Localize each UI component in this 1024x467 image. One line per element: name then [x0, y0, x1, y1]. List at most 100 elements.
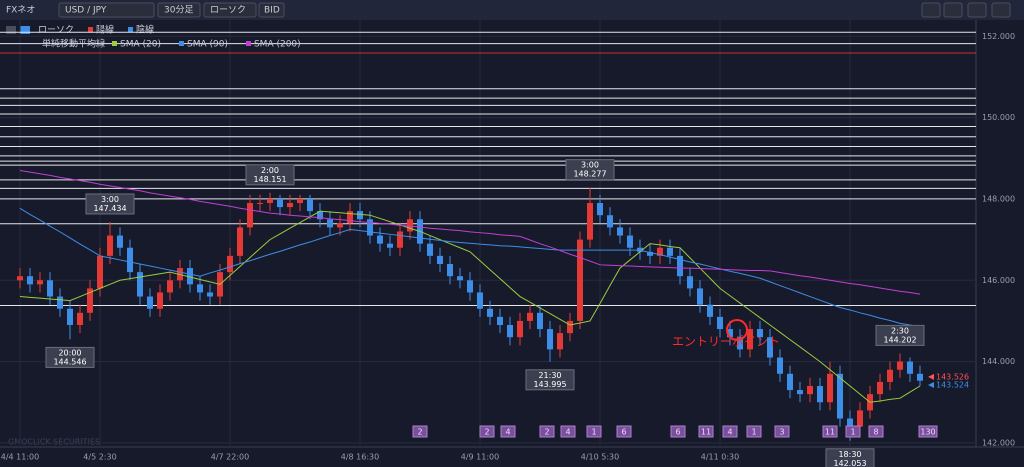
tool-button[interactable]: [967, 2, 987, 18]
candle-body: [627, 235, 633, 248]
candle-body: [167, 280, 173, 293]
interval-label[interactable]: 30分足: [164, 5, 193, 16]
event-marker: [868, 425, 884, 438]
x-tick-label: 4/11 0:30: [701, 453, 739, 462]
candle-body: [827, 373, 833, 403]
candle-body: [707, 304, 713, 317]
event-marker: [670, 425, 686, 438]
candle-body: [857, 410, 863, 427]
side-label[interactable]: BID: [264, 6, 280, 16]
event-count: 11: [701, 428, 711, 437]
x-tick-label: 4/5 2:30: [83, 453, 116, 462]
candle-body: [137, 272, 143, 297]
candle-body: [47, 280, 53, 297]
last-price: 143.526: [936, 372, 969, 381]
y-tick-label: 142.000: [982, 438, 1015, 447]
legend-down: 陰線: [136, 24, 154, 36]
extreme-price: 144.546: [53, 357, 86, 366]
candle-body: [497, 316, 503, 325]
event-count: 8: [873, 428, 878, 437]
event-marker: [746, 425, 762, 438]
candle-body: [207, 292, 213, 297]
candle-body: [517, 320, 523, 338]
candle-body: [607, 215, 613, 228]
candle-body: [127, 247, 133, 273]
x-tick-label: 4/9 11:00: [461, 453, 499, 462]
event-marker: [698, 425, 714, 438]
legend-swatch: [178, 41, 184, 46]
event-count: 6: [621, 428, 626, 437]
candle-body: [577, 239, 583, 321]
candle-body: [467, 280, 473, 293]
pair-select[interactable]: [58, 2, 155, 18]
candle-body: [907, 361, 913, 374]
y-tick-label: 150.000: [982, 113, 1015, 122]
y-tick-label: 146.000: [982, 276, 1015, 285]
candle-body: [377, 235, 383, 244]
extreme-box: [245, 164, 295, 186]
candle-body: [477, 292, 483, 309]
style-select[interactable]: [203, 2, 257, 18]
candle-body: [697, 288, 703, 305]
candle-body: [437, 255, 443, 264]
legend-icon: [6, 26, 16, 34]
sma-line: [19, 210, 921, 403]
extreme-time: 3:00: [581, 161, 599, 170]
candle-body: [67, 308, 73, 325]
candle-body: [767, 337, 773, 358]
candle-body: [507, 325, 513, 338]
candle-body: [87, 288, 93, 313]
candle-body: [427, 243, 433, 256]
candle-body: [557, 333, 563, 350]
event-marker: [774, 425, 790, 438]
legend-swatch: [112, 41, 117, 46]
extreme-box: [875, 324, 925, 346]
sma-line: [19, 207, 921, 328]
interval-select[interactable]: [157, 2, 201, 18]
tool-button[interactable]: [943, 2, 963, 18]
extreme-box: [825, 448, 875, 467]
tool-button[interactable]: [991, 2, 1011, 18]
tool-button[interactable]: [921, 2, 941, 18]
candle-body: [277, 198, 283, 208]
candle-body: [387, 243, 393, 248]
candle-body: [297, 198, 303, 203]
x-tick-label: 4/10 5:30: [581, 453, 619, 462]
extreme-box: [45, 346, 95, 368]
candle-body: [257, 203, 263, 204]
candle-body: [187, 268, 193, 285]
pair-label[interactable]: USD / JPY: [65, 6, 107, 16]
candle-body: [97, 255, 103, 289]
event-count: 6: [675, 428, 680, 437]
style-label[interactable]: ローソク: [210, 5, 246, 16]
candle-body: [797, 390, 803, 395]
price-marker: [928, 373, 934, 380]
candle-body: [397, 231, 403, 248]
extreme-time: 3:00: [101, 195, 119, 204]
candle-body: [657, 247, 663, 256]
candle-body: [107, 235, 113, 256]
event-count: 11: [825, 428, 835, 437]
extreme-price: 142.053: [833, 459, 866, 467]
extreme-price: 147.434: [93, 204, 126, 213]
x-tick-label: 4/8 16:30: [341, 453, 379, 462]
y-tick-label: 144.000: [982, 357, 1015, 366]
extreme-price: 148.277: [573, 170, 606, 179]
event-marker: [845, 425, 861, 438]
annotation: エントリーポイント: [672, 335, 780, 349]
legend-label: SMA (200): [254, 40, 301, 50]
candle-body: [27, 276, 33, 285]
legend-swatch: [245, 41, 251, 46]
side-select[interactable]: [258, 2, 285, 18]
candle-body: [727, 329, 733, 338]
candle-body: [307, 198, 313, 212]
event-marker: [500, 425, 516, 438]
event-marker: [539, 425, 555, 438]
event-marker: [586, 425, 602, 438]
candle-body: [537, 312, 543, 330]
event-count: 4: [505, 428, 510, 437]
extreme-box: [85, 193, 135, 215]
extreme-price: 143.995: [533, 380, 566, 389]
candle-body: [647, 251, 653, 256]
legend-icon: [20, 26, 30, 34]
